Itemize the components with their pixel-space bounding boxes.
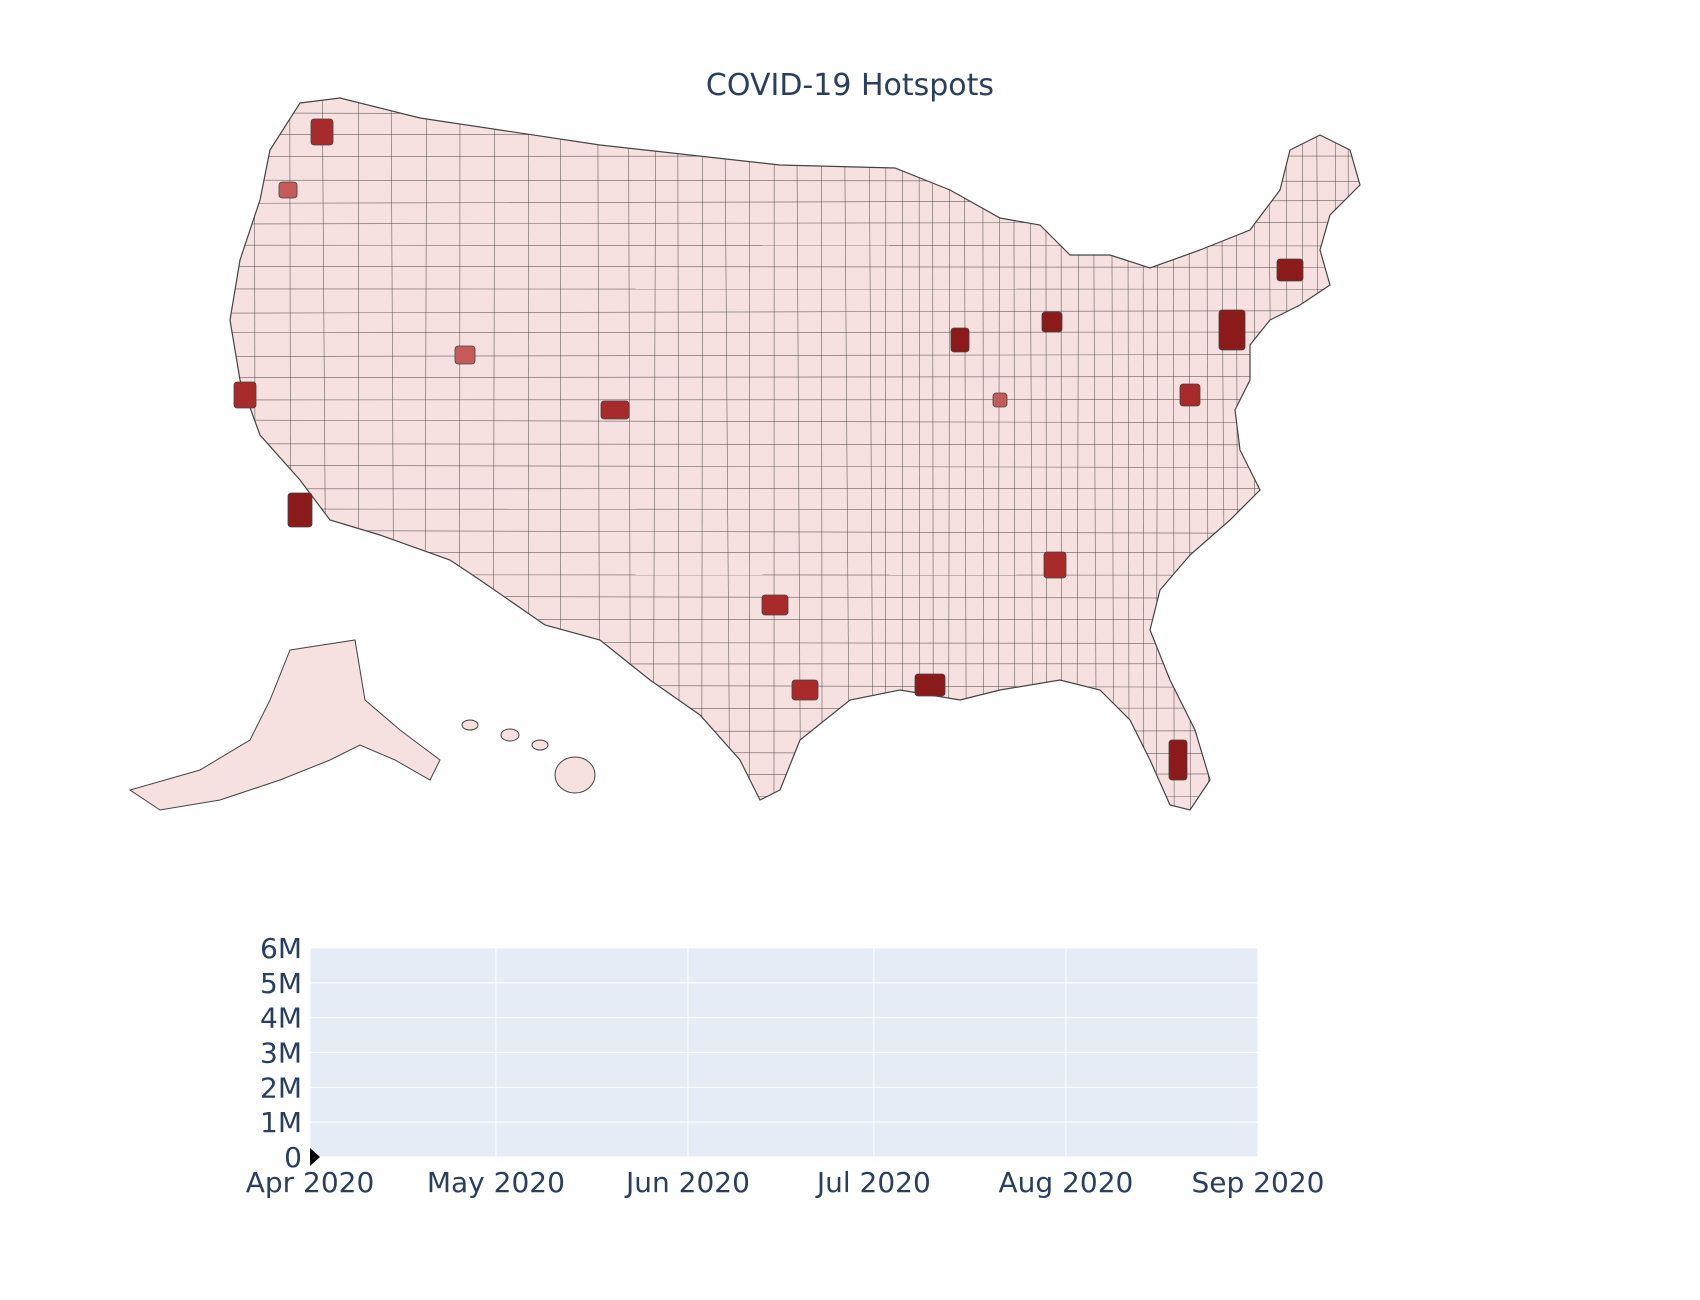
x-tick-label: May 2020: [427, 1166, 565, 1199]
grid-lines: [309, 947, 1259, 1158]
county-boundary: [230, 310, 1360, 314]
x-tick-label: Jul 2020: [815, 1166, 931, 1199]
county-boundary: [230, 443, 1360, 446]
hotspot-new-orleans-la: [914, 673, 946, 697]
county-boundary: [677, 98, 680, 810]
hotspot-portland-or: [278, 181, 298, 199]
alaska-outline: [128, 639, 441, 811]
hawaii-island: [531, 739, 549, 751]
cases-marker: [310, 1148, 320, 1166]
y-tick-label: 0: [284, 1141, 302, 1174]
hotspot-new-york-ny: [1218, 309, 1246, 351]
county-boundary: [230, 331, 1360, 333]
county-boundary: [701, 98, 703, 810]
hotspot-detroit-mi: [1041, 311, 1063, 333]
y-tick-label: 4M: [260, 1002, 302, 1035]
hotspot-boston-ma: [1276, 258, 1304, 282]
county-boundary: [963, 98, 967, 810]
county-boundary: [230, 530, 1360, 534]
hotspot-washington-dc: [1179, 383, 1201, 407]
y-tick-label: 3M: [260, 1037, 302, 1070]
county-boundary: [724, 98, 731, 810]
hawaii-island: [461, 719, 479, 731]
y-tick-label: 6M: [260, 932, 302, 965]
hawaii-island: [500, 728, 520, 742]
county-boundary: [230, 419, 1360, 424]
hotspot-san-francisco-bay-ca: [233, 381, 257, 409]
y-tick-label: 2M: [260, 1071, 302, 1104]
hotspot-dallas-tx: [761, 594, 789, 616]
hotspot-miami-fl: [1168, 739, 1188, 781]
x-tick-label: Apr 2020: [246, 1166, 375, 1199]
county-boundary: [230, 376, 1360, 378]
county-boundary: [230, 354, 1360, 357]
county-boundary: [230, 265, 1360, 268]
x-axis-ticks: Apr 2020 May 2020 Jun 2020 Jul 2020 Aug 2020…: [246, 1166, 1325, 1199]
hotspot-layer: [233, 118, 1304, 781]
x-tick-label: Jun 2020: [624, 1166, 750, 1199]
y-tick-label: 1M: [260, 1106, 302, 1139]
hotspot-los-angeles-ca: [287, 492, 313, 528]
x-tick-label: Sep 2020: [1192, 1166, 1325, 1199]
cases-series: [310, 1148, 320, 1166]
hotspot-indianapolis-in: [992, 392, 1008, 408]
hotspot-salt-lake-ut: [454, 345, 476, 365]
map-title: COVID-19 Hotspots: [705, 68, 995, 103]
us-county-map: [128, 97, 1361, 811]
county-boundary: [844, 98, 850, 810]
hotspot-seattle-wa: [310, 118, 334, 146]
y-tick-label: 5M: [260, 967, 302, 1000]
hawaii-island: [554, 756, 596, 794]
county-boundary: [821, 98, 823, 810]
hotspot-denver-co: [600, 400, 630, 420]
x-tick-label: Aug 2020: [998, 1166, 1133, 1199]
hotspot-chicago-il: [950, 327, 970, 353]
hotspot-atlanta-ga: [1043, 551, 1067, 579]
county-boundary: [230, 465, 1360, 469]
hotspot-houston-tx: [791, 679, 819, 701]
